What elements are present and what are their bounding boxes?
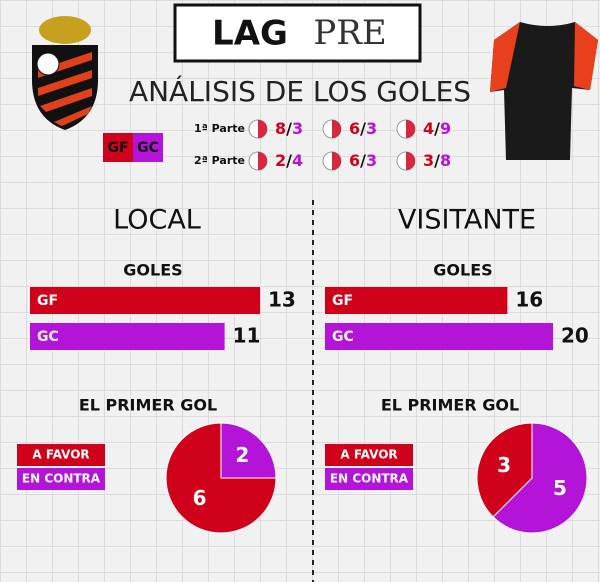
- title-box: [173, 3, 422, 63]
- score-sep: /: [434, 119, 440, 138]
- pie-value: 2: [235, 443, 249, 467]
- score-gc: 3: [366, 119, 377, 138]
- pie-slice: [492, 422, 588, 534]
- score-sep: /: [434, 151, 440, 170]
- key-gf-box: [103, 133, 133, 162]
- bar-label: GF: [37, 293, 58, 309]
- pie-value: 6: [193, 486, 207, 510]
- bar-value: 16: [515, 288, 543, 312]
- bar: [30, 287, 260, 314]
- score-sep: /: [286, 119, 292, 138]
- pie-legend-label: EN CONTRA: [330, 472, 409, 486]
- key-gc: GC: [137, 140, 159, 156]
- score-gc: 3: [292, 119, 303, 138]
- goals-title: GOLES: [123, 261, 182, 280]
- section-title: LOCAL: [113, 205, 201, 236]
- score-gf: 4: [423, 119, 434, 138]
- pie-legend-label: EN CONTRA: [22, 472, 101, 486]
- bar: [325, 323, 553, 350]
- half-label: 1ª Parte: [194, 122, 245, 135]
- score-gc: 9: [440, 119, 451, 138]
- section-title: VISITANTE: [398, 205, 536, 236]
- pie-slice: [220, 422, 277, 479]
- first-goal-title: EL PRIMER GOL: [381, 396, 519, 415]
- score-gc: 3: [366, 151, 377, 170]
- score-sep: /: [286, 151, 292, 170]
- half-score: 8/3: [275, 119, 303, 138]
- bar-label: GF: [332, 293, 353, 309]
- key-gc-box: [133, 133, 163, 162]
- pie-legend-box: [17, 444, 105, 466]
- subtitle: ANÁLISIS DE LOS GOLES: [129, 74, 471, 108]
- goals-title: GOLES: [433, 261, 492, 280]
- half-icon-wedge: [258, 152, 267, 170]
- bar-value: 11: [233, 324, 261, 348]
- pie-legend-box: [325, 468, 413, 490]
- half-score: 2/4: [275, 151, 303, 170]
- score-gf: 2: [275, 151, 286, 170]
- bar-label: GC: [332, 329, 354, 345]
- bar: [30, 323, 225, 350]
- pie-slice: [476, 422, 533, 518]
- half-icon-wedge: [406, 120, 415, 138]
- half-score: 4/9: [423, 119, 451, 138]
- pie-value: 3: [497, 453, 511, 477]
- half-icon-wedge: [258, 120, 267, 138]
- score-gf: 6: [349, 119, 360, 138]
- shirt: [490, 22, 598, 160]
- score-gf: 6: [349, 151, 360, 170]
- bar: [325, 287, 508, 314]
- half-label: 2ª Parte: [194, 154, 245, 167]
- score-gc: 8: [440, 151, 451, 170]
- score-gf: 3: [423, 151, 434, 170]
- title-right: PRE: [313, 13, 386, 53]
- score-sep: /: [360, 119, 366, 138]
- crest: [32, 16, 98, 130]
- first-goal-title: EL PRIMER GOL: [79, 396, 217, 415]
- half-score: 6/3: [349, 151, 377, 170]
- pie-legend-box: [17, 468, 105, 490]
- pie-slice: [165, 422, 277, 534]
- half-score: 3/8: [423, 151, 451, 170]
- title-left: LAG: [212, 14, 288, 54]
- key-gf: GF: [107, 140, 128, 156]
- half-score: 6/3: [349, 119, 377, 138]
- half-icon-wedge: [406, 152, 415, 170]
- score-sep: /: [360, 151, 366, 170]
- pie-legend-box: [325, 444, 413, 466]
- pie-value: 5: [553, 476, 567, 500]
- bar-value: 20: [561, 324, 589, 348]
- half-icon-wedge: [332, 120, 341, 138]
- bar-value: 13: [268, 288, 296, 312]
- bar-label: GC: [37, 329, 59, 345]
- half-icon-wedge: [332, 152, 341, 170]
- pie-legend-label: A FAVOR: [32, 448, 89, 462]
- score-gc: 4: [292, 151, 303, 170]
- pie-legend-label: A FAVOR: [340, 448, 397, 462]
- score-gf: 8: [275, 119, 286, 138]
